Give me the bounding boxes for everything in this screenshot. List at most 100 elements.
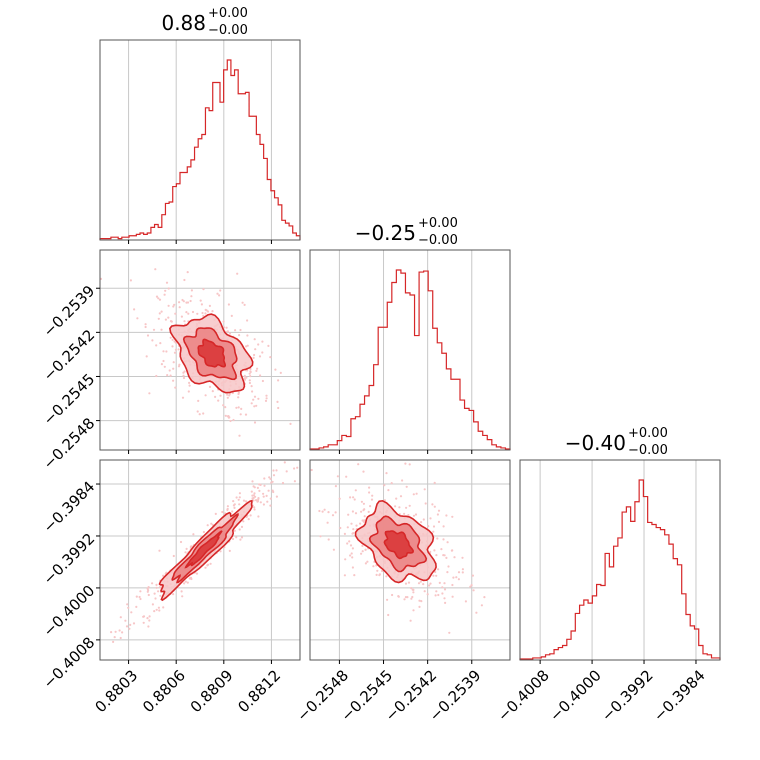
title-minus-2: −0.00 — [628, 443, 668, 458]
scatter-point — [253, 508, 256, 511]
scatter-point — [246, 334, 249, 337]
scatter-point — [265, 494, 268, 497]
scatter-point — [119, 636, 122, 640]
y-tick-label: −0.4000 — [40, 582, 99, 641]
scatter-point — [472, 589, 475, 592]
scatter-point — [159, 594, 162, 597]
scatter-point — [252, 356, 255, 359]
scatter-point — [231, 510, 234, 513]
scatter-point — [165, 281, 169, 284]
scatter-point — [436, 537, 439, 540]
scatter-point — [235, 536, 238, 539]
scatter-point — [243, 374, 246, 377]
scatter-point — [110, 631, 113, 634]
scatter-point — [254, 348, 257, 351]
scatter-point — [338, 497, 341, 500]
scatter-point — [407, 581, 411, 584]
scatter-point — [173, 351, 177, 354]
scatter-point — [247, 518, 250, 521]
scatter-point — [185, 301, 188, 304]
scatter-point — [255, 499, 258, 502]
scatter-point — [258, 483, 261, 486]
scatter-point — [368, 486, 371, 489]
scatter-point — [147, 625, 150, 628]
scatter-point — [269, 477, 272, 480]
scatter-point — [438, 581, 441, 585]
scatter-point — [130, 611, 133, 614]
scatter-point — [226, 396, 229, 399]
scatter-point — [371, 494, 374, 497]
scatter-point — [249, 514, 252, 517]
scatter-point — [206, 564, 209, 567]
scatter-point — [182, 300, 185, 303]
scatter-point — [433, 505, 436, 508]
scatter-point — [351, 510, 354, 513]
scatter-point — [196, 312, 199, 315]
scatter-point — [127, 606, 130, 609]
scatter-point — [368, 491, 371, 494]
scatter-point — [263, 484, 266, 487]
scatter-point — [442, 538, 445, 541]
title-plus-0: +0.00 — [208, 6, 248, 21]
panel-frame-1-0 — [99, 249, 301, 451]
scatter-point — [162, 350, 165, 353]
scatter-point — [354, 512, 358, 515]
scatter-point — [331, 514, 335, 517]
contour-level-2 — [383, 530, 414, 560]
scatter-point — [195, 572, 199, 575]
scatter-point — [376, 569, 379, 572]
scatter-point — [256, 367, 259, 370]
scatter-point — [269, 356, 272, 359]
scatter-point — [399, 495, 403, 498]
scatter-point — [171, 338, 174, 341]
scatter-point — [162, 359, 165, 363]
scatter-point — [147, 589, 150, 592]
scatter-panel-0-1 — [99, 268, 292, 437]
scatter-point — [190, 545, 193, 548]
scatter-point — [226, 505, 229, 508]
scatter-point — [258, 355, 262, 358]
scatter-point — [435, 590, 438, 593]
scatter-point — [336, 475, 339, 478]
scatter-point — [257, 343, 260, 346]
scatter-point — [219, 550, 222, 553]
scatter-point — [427, 525, 430, 528]
scatter-point — [253, 338, 256, 341]
scatter-point — [172, 361, 175, 364]
scatter-point — [262, 495, 265, 498]
scatter-point — [351, 566, 354, 569]
scatter-point — [276, 400, 279, 403]
scatter-point — [238, 434, 241, 437]
histogram-param-0 — [99, 59, 301, 240]
scatter-point — [198, 413, 201, 416]
scatter-point — [178, 306, 181, 309]
scatter-point — [202, 412, 205, 415]
scatter-point — [407, 514, 410, 517]
scatter-point — [227, 303, 230, 306]
scatter-point — [372, 565, 375, 568]
scatter-point — [277, 406, 280, 410]
scatter-point — [428, 584, 431, 587]
scatter-point — [447, 565, 450, 568]
scatter-point — [408, 504, 411, 507]
scatter-point — [250, 402, 253, 405]
scatter-point — [171, 345, 174, 348]
scatter-point — [155, 344, 158, 347]
scatter-point — [414, 513, 418, 516]
scatter-point — [327, 538, 330, 541]
scatter-point — [321, 510, 324, 513]
scatter-point — [285, 470, 288, 473]
scatter-point — [233, 506, 236, 509]
scatter-point — [167, 287, 170, 290]
scatter-point — [391, 593, 394, 597]
scatter-point — [275, 495, 278, 498]
scatter-point — [353, 574, 356, 577]
scatter-point — [255, 404, 258, 407]
scatter-point — [404, 462, 407, 465]
scatter-point — [190, 289, 193, 292]
scatter-point — [224, 406, 227, 409]
scatter-point — [448, 631, 451, 634]
scatter-point — [158, 312, 161, 315]
scatter-point — [249, 375, 252, 378]
scatter-point — [475, 611, 478, 614]
